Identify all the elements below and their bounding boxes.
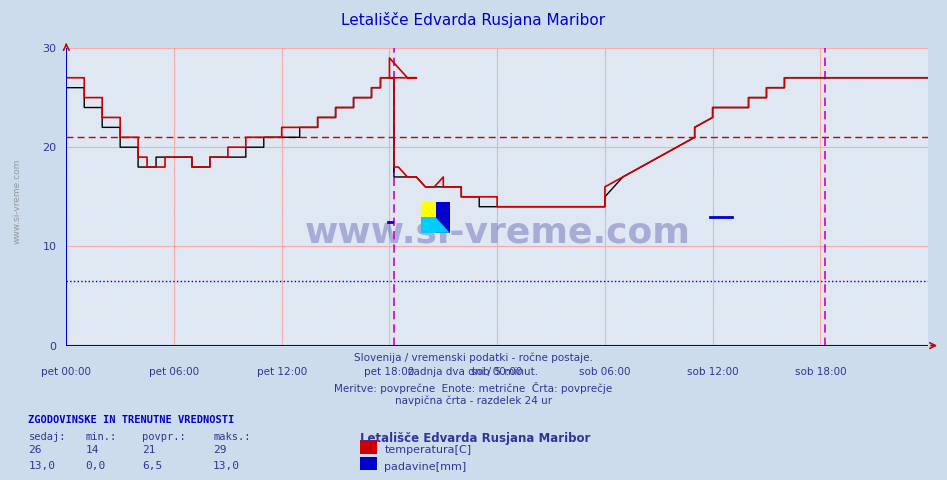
Text: 13,0: 13,0 (213, 461, 241, 471)
Text: zadnja dva dni / 5 minut.: zadnja dva dni / 5 minut. (408, 367, 539, 377)
Text: Slovenija / vremenski podatki - ročne postaje.: Slovenija / vremenski podatki - ročne po… (354, 353, 593, 363)
Text: sob 00:00: sob 00:00 (472, 367, 523, 377)
Text: 13,0: 13,0 (28, 461, 56, 471)
Text: pet 12:00: pet 12:00 (257, 367, 307, 377)
Polygon shape (436, 217, 450, 233)
Text: 0,0: 0,0 (85, 461, 105, 471)
Polygon shape (436, 202, 450, 233)
Text: temperatura[C]: temperatura[C] (384, 445, 472, 456)
Text: sedaj:: sedaj: (28, 432, 66, 442)
Text: 21: 21 (142, 445, 155, 456)
Text: www.si-vreme.com: www.si-vreme.com (304, 216, 690, 250)
Text: padavine[mm]: padavine[mm] (384, 462, 467, 472)
Text: 29: 29 (213, 445, 226, 456)
Bar (421, 217, 436, 233)
Text: Meritve: povprečne  Enote: metrične  Črta: povprečje: Meritve: povprečne Enote: metrične Črta:… (334, 382, 613, 394)
Text: pet 18:00: pet 18:00 (365, 367, 415, 377)
Text: Letališče Edvarda Rusjana Maribor: Letališče Edvarda Rusjana Maribor (342, 12, 605, 28)
Text: www.si-vreme.com: www.si-vreme.com (12, 159, 22, 244)
Text: sob 18:00: sob 18:00 (795, 367, 847, 377)
Text: 26: 26 (28, 445, 42, 456)
Text: sob 06:00: sob 06:00 (580, 367, 631, 377)
Text: ZGODOVINSKE IN TRENUTNE VREDNOSTI: ZGODOVINSKE IN TRENUTNE VREDNOSTI (28, 415, 235, 425)
Text: pet 00:00: pet 00:00 (42, 367, 91, 377)
Text: 14: 14 (85, 445, 98, 456)
Text: maks.:: maks.: (213, 432, 251, 442)
Text: sob 12:00: sob 12:00 (687, 367, 739, 377)
Text: pet 06:00: pet 06:00 (149, 367, 199, 377)
Text: navpična črta - razdelek 24 ur: navpična črta - razdelek 24 ur (395, 396, 552, 407)
Text: min.:: min.: (85, 432, 116, 442)
Text: Letališče Edvarda Rusjana Maribor: Letališče Edvarda Rusjana Maribor (360, 432, 590, 445)
Text: povpr.:: povpr.: (142, 432, 186, 442)
Text: 6,5: 6,5 (142, 461, 162, 471)
Bar (421, 202, 436, 217)
